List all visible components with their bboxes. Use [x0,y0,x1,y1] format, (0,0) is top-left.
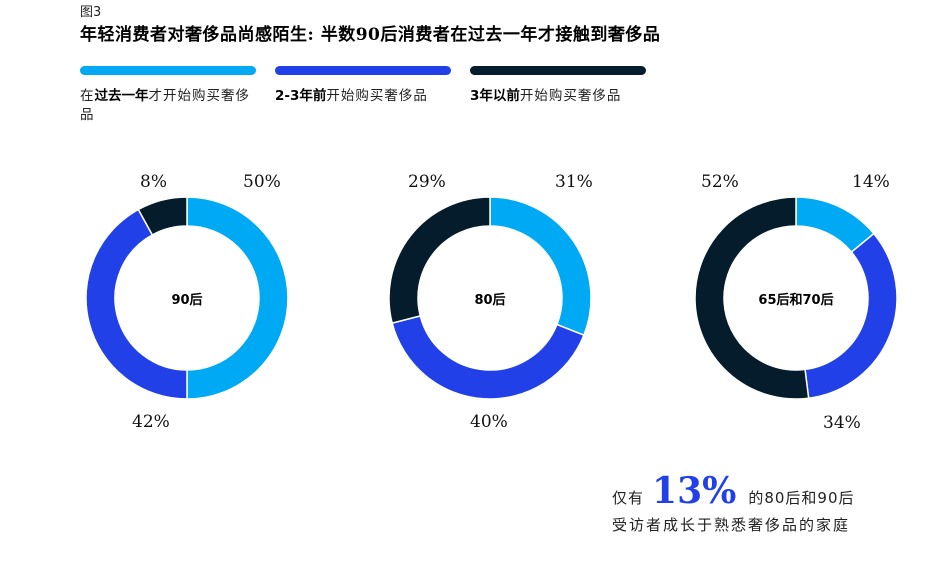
donut-center-label: 65后和70后 [758,292,834,308]
pct-label: 40% [470,412,508,432]
legend-label: 2-3年前开始购买奢侈品 [275,88,428,104]
donut-segment [694,196,810,400]
donut-90s: 90后 [77,190,297,410]
pct-label: 14% [852,172,890,192]
donut-center-label: 80后 [474,292,506,308]
donut-segment [137,196,188,236]
legend-label: 3年以前开始购买奢侈品 [470,88,622,104]
pct-label: 50% [243,172,281,192]
legend-swatch [470,66,646,75]
legend-item-over-3-years: 3年以前开始购买奢侈品 [470,66,646,106]
pct-label: 8% [140,172,167,192]
legend-swatch [275,66,451,75]
callout-annotation: 仅有 13% 的80后和90后 受访者成长于熟悉奢侈品的家庭 [612,470,882,535]
pct-label: 29% [408,172,446,192]
donut-center-label: 90后 [171,292,203,308]
callout-prefix: 仅有 [612,489,645,507]
callout-suffix: 的80后和90后 [748,489,855,507]
donut-chart [694,196,898,400]
figure-label: 图3 [80,5,102,20]
callout-line2: 受访者成长于熟悉奢侈品的家庭 [612,516,851,534]
pct-label: 42% [132,412,170,432]
callout-big-number: 13% [652,470,737,512]
pct-label: 52% [701,172,739,192]
chart-title: 年轻消费者对奢侈品尚感陌生: 半数90后消费者在过去一年才接触到奢侈品 [80,25,661,45]
legend-swatch [80,66,256,75]
donut-65-70s: 65后和70后 [686,190,906,410]
legend-item-past-year: 在过去一年才开始购买奢侈品 [80,66,256,125]
donut-segment [388,196,491,325]
donut-segment [85,208,188,400]
legend-item-2-3-years: 2-3年前开始购买奢侈品 [275,66,451,106]
donut-chart [85,196,289,400]
legend-label: 在过去一年才开始购买奢侈品 [80,88,250,123]
pct-label: 34% [823,413,861,433]
donut-segment [391,314,585,400]
donut-segment [186,196,289,400]
pct-label: 31% [555,172,593,192]
donut-80s: 80后 [380,190,600,410]
donut-chart [388,196,592,400]
